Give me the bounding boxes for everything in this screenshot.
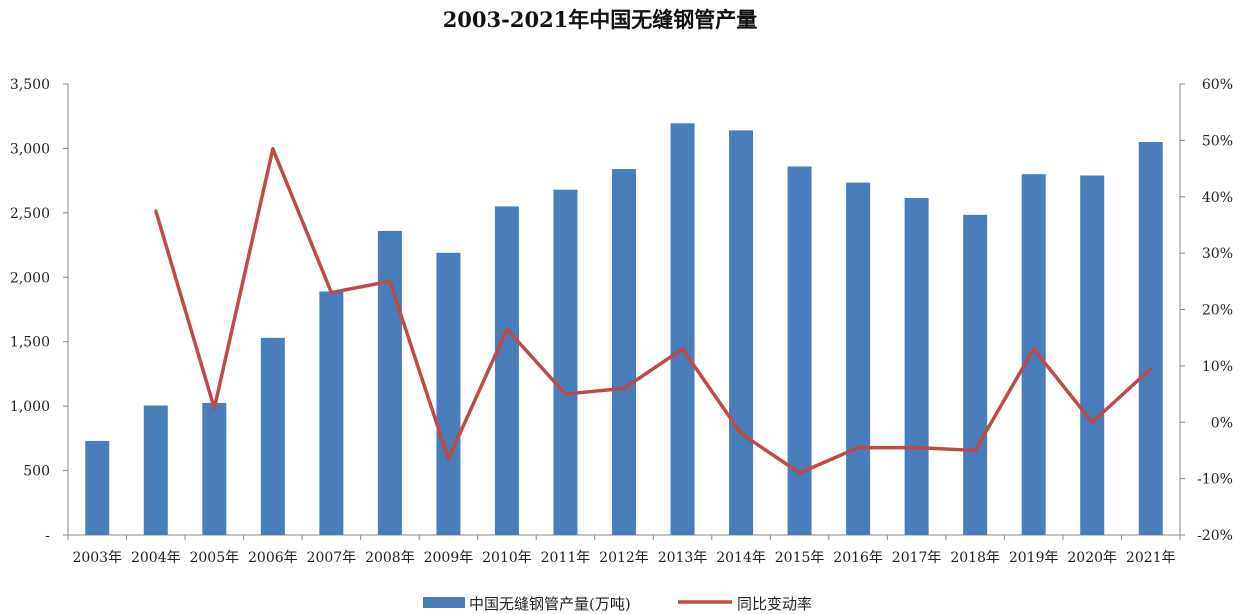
- line-point: [329, 291, 333, 295]
- bar: [846, 182, 871, 535]
- left-axis-tick-label: 3,000: [10, 141, 50, 157]
- right-axis-tick-label: -20%: [1197, 528, 1233, 544]
- right-axis-tick-label: 60%: [1202, 77, 1233, 93]
- line-point: [271, 147, 275, 151]
- bar: [612, 169, 636, 535]
- legend: 中国无缝钢管产量(万吨) 同比变动率: [423, 595, 812, 613]
- x-axis-tick-label: 2013年: [658, 550, 708, 566]
- line-point: [681, 347, 685, 351]
- line-point: [739, 432, 743, 436]
- bar: [729, 130, 754, 536]
- x-axis-tick-label: 2003年: [72, 550, 122, 566]
- left-axis-tick-label: 2,000: [10, 270, 50, 286]
- right-axis-tick-label: -10%: [1197, 472, 1233, 488]
- x-axis-tick-label: 2007年: [307, 550, 357, 566]
- x-axis-tick-label: 2018年: [950, 550, 1000, 566]
- bar: [143, 405, 168, 535]
- bar: [260, 337, 285, 535]
- line-point: [798, 471, 802, 475]
- bar: [1080, 175, 1105, 535]
- axes: - 500 1,000 1,500 2,000 2,500 3,000 3,500 -20% -1…: [10, 77, 1233, 566]
- x-axis-tick-label: 2021年: [1126, 550, 1176, 566]
- bar: [1138, 141, 1163, 535]
- x-axis-tick-label: 2009年: [424, 550, 474, 566]
- bar: [963, 214, 988, 536]
- line-point: [1090, 420, 1094, 424]
- bar: [553, 189, 578, 536]
- line-point: [505, 327, 509, 331]
- left-axis-tick-label: 3,500: [10, 77, 50, 93]
- x-axis-tick-label: 2011年: [541, 550, 591, 566]
- right-axis-tick-label: 30%: [1202, 246, 1233, 262]
- x-axis-tick-label: 2006年: [248, 550, 298, 566]
- x-axis-tick-label: 2017年: [892, 550, 942, 566]
- bar: [202, 402, 227, 535]
- bar-series: [85, 123, 1163, 536]
- line-point: [154, 209, 158, 213]
- bar: [1021, 174, 1046, 535]
- bar: [787, 166, 812, 535]
- line-path: [154, 147, 1152, 475]
- x-axis-tick-label: 2020年: [1067, 550, 1117, 566]
- right-axis-tick-label: 50%: [1202, 133, 1233, 149]
- line-point: [1032, 347, 1036, 351]
- x-axis-tick-label: 2012年: [599, 550, 649, 566]
- bar: [85, 440, 110, 535]
- x-axis-tick-label: 2014年: [716, 550, 766, 566]
- x-axis-tick-label: 2019年: [1009, 550, 1059, 566]
- chart-title: 2003-2021年中国无缝钢管产量: [443, 7, 758, 32]
- left-axis-tick-label: 500: [23, 464, 50, 480]
- x-axis-tick-label: 2015年: [775, 550, 825, 566]
- right-axis-tick-label: 40%: [1202, 190, 1233, 206]
- right-axis-tick-label: 20%: [1202, 303, 1233, 319]
- line-point: [1149, 367, 1153, 371]
- legend-label-line: 同比变动率: [737, 595, 812, 613]
- right-axis-tick-label: 10%: [1202, 359, 1233, 375]
- legend-label-bar: 中国无缝钢管产量(万吨): [469, 595, 631, 613]
- line-point: [973, 448, 977, 452]
- line-point: [388, 279, 392, 283]
- bar: [670, 123, 695, 536]
- bar: [436, 252, 461, 535]
- x-axis-tick-label: 2010年: [482, 550, 532, 566]
- line-point: [856, 446, 860, 450]
- bar: [494, 206, 519, 535]
- left-axis-tick-label: -: [45, 528, 50, 544]
- x-axis-tick-label: 2008年: [365, 550, 415, 566]
- x-axis-tick-label: 2016年: [833, 550, 883, 566]
- bar: [904, 198, 929, 535]
- bar: [319, 291, 344, 535]
- x-axis-tick-label: 2004年: [131, 550, 181, 566]
- legend-swatch-bar: [423, 597, 465, 608]
- bar: [377, 230, 402, 535]
- line-point: [622, 386, 626, 390]
- line-series: [154, 147, 1153, 475]
- x-axis-tick-label: 2005年: [189, 550, 239, 566]
- line-point: [915, 446, 919, 450]
- left-axis-tick-label: 1,000: [10, 399, 50, 415]
- line-point: [212, 406, 216, 410]
- left-axis-tick-label: 2,500: [10, 206, 50, 222]
- left-axis-tick-label: 1,500: [10, 335, 50, 351]
- line-point: [563, 392, 567, 396]
- line-point: [446, 457, 450, 461]
- right-axis-tick-label: 0%: [1211, 415, 1233, 431]
